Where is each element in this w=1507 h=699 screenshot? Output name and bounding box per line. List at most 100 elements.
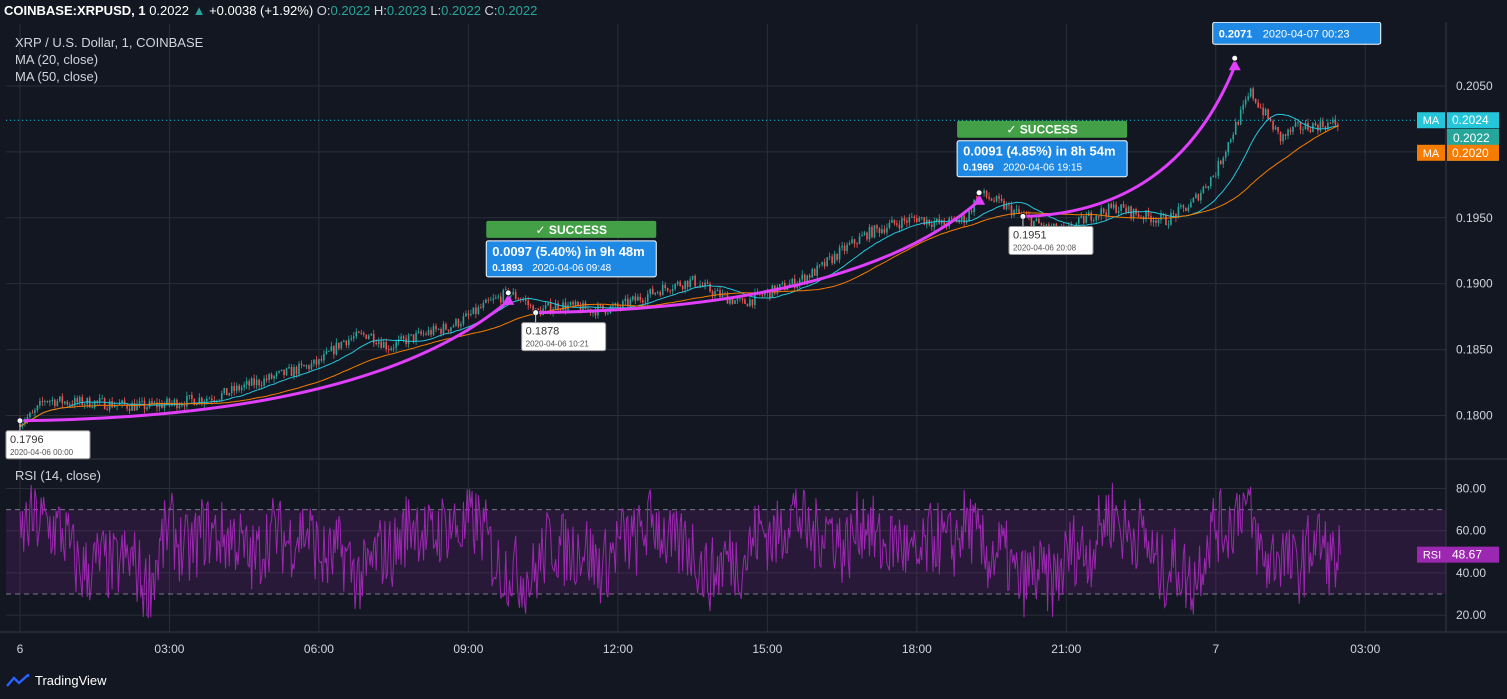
candle-body — [181, 404, 183, 406]
candle-body — [721, 293, 724, 298]
candle-body — [863, 232, 866, 235]
candle-body — [704, 282, 706, 287]
callout-time: 2020-04-06 10:21 — [526, 340, 590, 349]
symbol-name[interactable]: COINBASE:XRPUSD, 1 — [4, 3, 146, 18]
candle-body — [196, 403, 198, 406]
ma50-badge-value: 0.2020 — [1452, 146, 1489, 160]
candle-body — [1005, 204, 1008, 209]
candle-body — [283, 369, 285, 376]
candle-body — [223, 388, 226, 394]
candle-body — [858, 236, 861, 244]
candle-body — [866, 232, 868, 240]
candle-body — [385, 341, 387, 350]
candle-body — [29, 412, 31, 418]
tradingview-logo[interactable]: TradingView — [6, 673, 107, 688]
candle-body — [88, 397, 91, 408]
candle-body — [729, 298, 731, 304]
candle-body — [320, 359, 323, 361]
candle-body — [1100, 208, 1102, 216]
candle-body — [798, 279, 801, 284]
candle-body — [1117, 210, 1120, 213]
move-time: 2020-04-07 00:23 — [1263, 28, 1350, 40]
candle-body — [1222, 157, 1225, 165]
candle-body — [370, 333, 373, 336]
candle-body — [826, 257, 828, 267]
candle-body — [828, 256, 831, 258]
candle-body — [54, 399, 56, 406]
candle-body — [273, 375, 275, 379]
price-change: +0.0038 (+1.92%) — [209, 3, 314, 18]
candle-body — [380, 341, 383, 348]
candle-body — [572, 302, 574, 305]
candle-body — [313, 359, 315, 364]
candle-body — [1145, 210, 1147, 220]
candle-body — [395, 341, 397, 348]
rsi-badge-value: 48.67 — [1452, 548, 1482, 562]
candle-body — [1327, 122, 1329, 130]
candle-body — [64, 401, 66, 404]
candle-body — [1257, 102, 1259, 108]
candle-body — [622, 301, 624, 308]
candle-body — [679, 281, 681, 286]
candle-body — [594, 310, 597, 316]
tradingview-brand: TradingView — [35, 673, 107, 688]
time-tick-label: 18:00 — [902, 642, 932, 656]
candle-body — [168, 398, 171, 405]
candle-body — [537, 308, 539, 310]
legend-ma50[interactable]: MA (50, close) — [15, 69, 99, 84]
candle-body — [1018, 209, 1020, 214]
candle-body — [709, 283, 711, 292]
candle-body — [372, 333, 375, 343]
point-marker-3 — [504, 289, 512, 297]
candle-body — [664, 284, 667, 289]
legend-ma20[interactable]: MA (20, close) — [15, 52, 99, 67]
candle-body — [1224, 152, 1227, 158]
candle-body — [151, 401, 153, 405]
candle-body — [76, 398, 79, 403]
candle-body — [198, 397, 201, 404]
candle-body — [472, 307, 475, 315]
rsi-legend[interactable]: RSI (14, close) — [15, 468, 101, 483]
candle-body — [666, 288, 669, 291]
candle-body — [883, 229, 886, 233]
candle-body — [49, 401, 51, 402]
candle-body — [350, 338, 353, 340]
change-arrow-icon: ▲ — [192, 3, 206, 18]
candle-body — [417, 331, 420, 333]
candle-body — [367, 335, 370, 339]
candle-body — [1237, 121, 1240, 125]
chart-title[interactable]: XRP / U.S. Dollar, 1, COINBASE — [15, 35, 204, 50]
callout-time: 2020-04-06 20:08 — [1013, 243, 1077, 252]
candle-body — [1294, 122, 1297, 127]
candle-body — [365, 334, 368, 339]
candle-body — [554, 303, 557, 310]
candle-body — [654, 292, 657, 295]
candle-body — [1272, 121, 1274, 130]
candle-body — [716, 290, 719, 292]
candle-body — [268, 374, 270, 381]
candle-body — [357, 331, 360, 333]
candle-body — [490, 299, 492, 301]
ma20-line — [19, 113, 1338, 428]
rsi-panel — [6, 458, 1507, 619]
candle-body — [816, 265, 818, 276]
success-badge-1 — [957, 120, 1128, 138]
candle-body — [467, 313, 470, 316]
candle-body — [612, 305, 614, 307]
candle-body — [751, 299, 754, 306]
candle-body — [1304, 122, 1307, 130]
candle-body — [1182, 205, 1185, 208]
candle-body — [345, 340, 348, 346]
candle-body — [686, 280, 689, 288]
candle-body — [1307, 122, 1309, 130]
candle-body — [637, 296, 639, 301]
candle-body — [896, 223, 898, 225]
candle-body — [260, 385, 263, 387]
candle-body — [656, 292, 659, 293]
callout-price: 0.1796 — [10, 434, 44, 446]
candle-body — [432, 325, 435, 335]
candle-body — [253, 378, 255, 386]
current-price-value: 0.2022 — [1453, 131, 1490, 145]
price-chart[interactable]: 0.18000.18500.19000.19500.20000.205020.0… — [0, 22, 1507, 684]
